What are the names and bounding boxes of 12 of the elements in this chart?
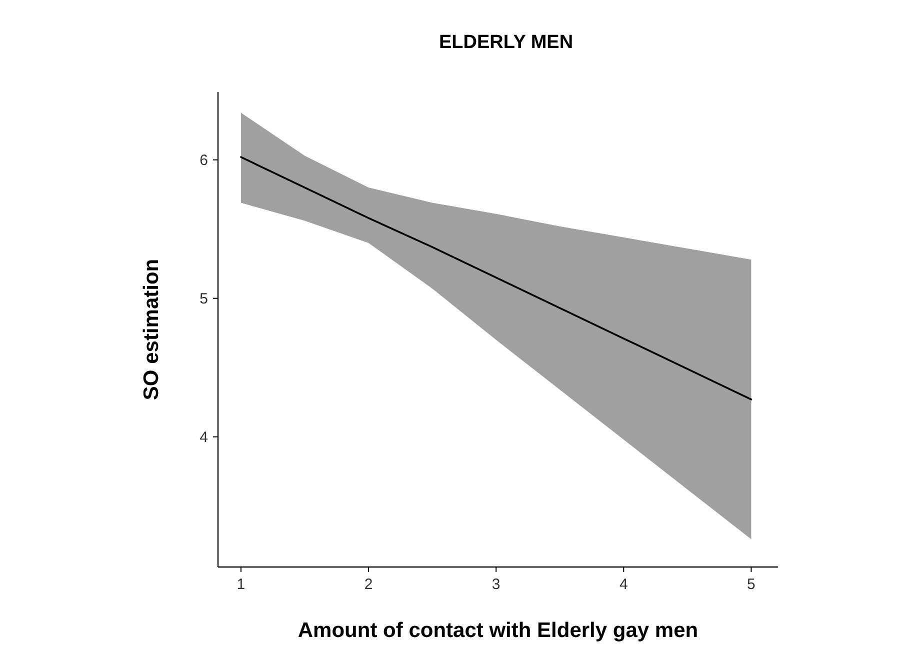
x-tick-label: 5 <box>747 576 756 593</box>
y-axis-title: SO estimation <box>140 258 163 400</box>
x-tick-label: 2 <box>364 576 373 593</box>
y-tick-label: 5 <box>200 290 208 308</box>
y-tick-label: 6 <box>200 152 208 170</box>
x-axis-title: Amount of contact with Elderly gay men <box>298 619 698 642</box>
y-tick-label: 4 <box>200 429 208 446</box>
line-series <box>240 156 752 400</box>
x-tick-label: 3 <box>492 576 500 593</box>
chart-title: ELDERLY MEN <box>438 32 574 53</box>
x-tick-label: 4 <box>619 576 628 593</box>
x-tick-label: 1 <box>236 576 246 593</box>
